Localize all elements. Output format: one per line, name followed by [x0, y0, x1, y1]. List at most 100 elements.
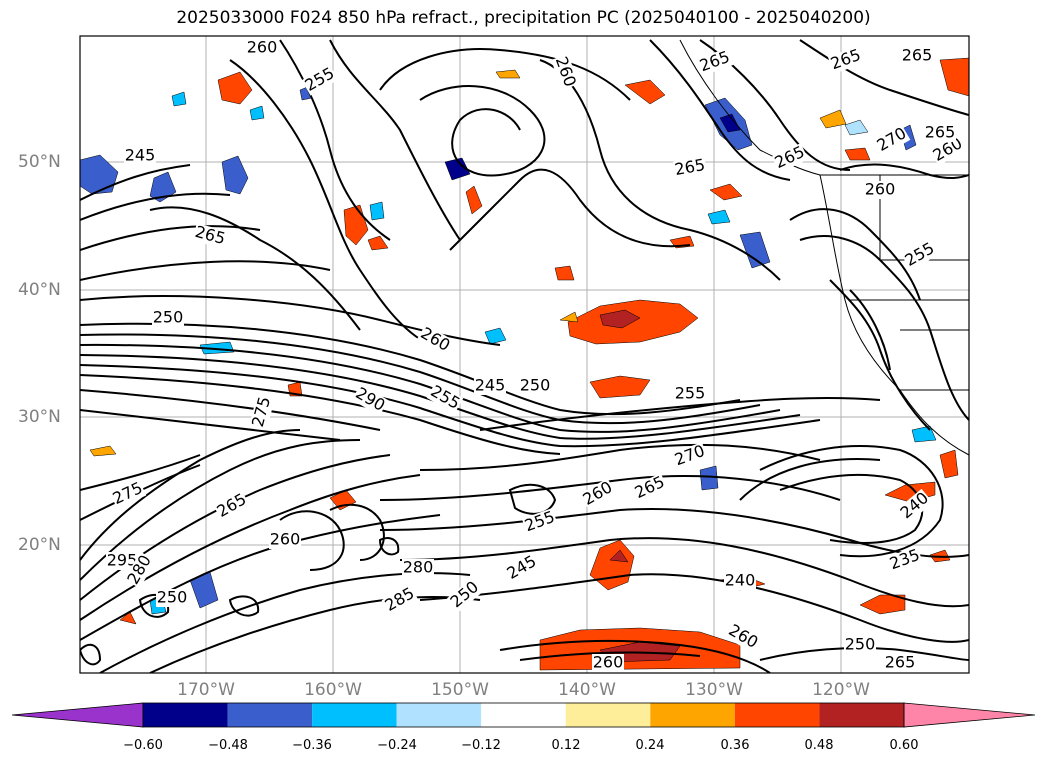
contour-label-bg: [884, 654, 916, 672]
colorbar-tick: 0.24: [635, 738, 665, 753]
colorbar-segment: [227, 703, 313, 727]
contour-label: 245: [125, 146, 156, 165]
contour-label-bg: [192, 223, 228, 249]
colorbar-segment: [734, 703, 820, 727]
contour-label-bg: [674, 385, 706, 403]
colorbar-tick: 0.60: [889, 738, 919, 753]
contour-label: 265: [925, 123, 956, 142]
lon-label-160w: 160°W: [304, 680, 362, 700]
contour-label-bg: [416, 324, 454, 356]
contour-label-bg: [156, 589, 188, 607]
contour-label-bg: [631, 473, 669, 503]
map-frame: [79, 35, 970, 674]
contour-label-bg: [426, 382, 464, 414]
lon-label-140w: 140°W: [558, 680, 616, 700]
contour-label-bg: [521, 508, 559, 536]
contour-label-bg: [249, 394, 275, 430]
contour-label-bg: [152, 309, 184, 327]
contour-label-bg: [109, 479, 147, 509]
contour-label-bg: [924, 124, 956, 142]
contour-label: 240: [725, 571, 756, 590]
lat-label-30n: 30°N: [18, 407, 61, 427]
contour-label-bg: [901, 239, 939, 271]
lon-label-120w: 120°W: [812, 680, 870, 700]
contour-label-bg: [886, 546, 924, 574]
contour-lines: [80, 39, 969, 673]
colorbar-segment: [312, 703, 397, 727]
contour-label-bg: [519, 377, 551, 395]
colorbar-segment: [565, 703, 651, 727]
precip-negative-patches: [80, 85, 937, 615]
contour-label: 250: [157, 588, 188, 607]
contour-label-bg: [474, 377, 506, 395]
contour-label-bg: [579, 478, 617, 510]
contour-label-bg: [124, 551, 156, 589]
contour-label: 260: [593, 653, 624, 672]
contour-label-bg: [844, 636, 876, 654]
contour-label-bg: [246, 39, 278, 57]
contour-label: 265: [902, 46, 933, 65]
contour-label: 260: [247, 38, 278, 57]
contour-label: 250: [845, 635, 876, 654]
lon-label-170w: 170°W: [177, 680, 235, 700]
contour-label: 250: [153, 308, 184, 327]
contour-label-bg: [672, 156, 708, 180]
colorbar-extend-low: [11, 702, 144, 728]
contour-label-bg: [551, 53, 579, 91]
contour-label-bg: [106, 552, 138, 570]
contour-label-bg: [301, 64, 339, 96]
colorbar-tick: −0.48: [208, 738, 248, 753]
contour-label-bg: [446, 577, 484, 613]
coastlines: [679, 39, 969, 456]
lon-label-150w: 150°W: [431, 680, 489, 700]
colorbar-segment: [143, 703, 228, 727]
contour-label: 265: [885, 653, 916, 672]
lat-label-50n: 50°N: [18, 152, 61, 172]
contour-label: 250: [520, 376, 551, 395]
colorbar-tick: 0.48: [804, 738, 834, 753]
colorbar-tick: −0.36: [292, 738, 332, 753]
contour-label-bg: [929, 134, 967, 166]
contour-label-bg: [124, 147, 156, 165]
colorbar-tick: 0.36: [720, 738, 750, 753]
contour-label-bg: [724, 621, 762, 653]
lat-label-20n: 20°N: [18, 535, 61, 555]
colorbar-tick: −0.60: [123, 738, 163, 753]
contour-label-bg: [771, 143, 809, 173]
colorbar-segment: [650, 703, 735, 727]
gridlines: [80, 36, 969, 673]
contour-label: 280: [403, 558, 434, 577]
contour-label-bg: [269, 531, 301, 549]
contour-label-bg: [724, 572, 756, 590]
contour-label: 255: [675, 384, 706, 403]
contour-label-bg: [864, 181, 896, 199]
lat-label-40n: 40°N: [18, 280, 61, 300]
contour-label-bg: [827, 46, 865, 74]
colorbar-segment: [481, 703, 566, 727]
colorbar-extend-high: [903, 702, 1036, 728]
colorbar-tick: 0.12: [551, 738, 581, 753]
colorbar: [11, 702, 1036, 728]
contour-label-bg: [213, 490, 251, 522]
page-title: 2025033000 F024 850 hPa refract., precip…: [176, 8, 871, 28]
lon-label-130w: 130°W: [685, 680, 743, 700]
contour-label-bg: [873, 124, 911, 156]
contour-label-bg: [696, 48, 734, 76]
contour-label-bg: [351, 384, 389, 416]
contour-label: 260: [865, 180, 896, 199]
contour-label: 295: [107, 551, 138, 570]
colorbar-tick: −0.12: [461, 738, 501, 753]
colorbar-segment: [396, 703, 482, 727]
contour-label-bg: [901, 47, 933, 65]
contour-label: 245: [475, 376, 506, 395]
colorbar-segment: [819, 703, 904, 727]
contour-label-bg: [402, 559, 434, 577]
colorbar-frame: [142, 702, 905, 728]
contour-label-bg: [381, 584, 419, 616]
contour-label-bg: [592, 654, 624, 672]
contour-label-bg: [671, 442, 709, 470]
colorbar-tick: −0.24: [377, 738, 417, 753]
contour-label-bg: [503, 552, 541, 584]
